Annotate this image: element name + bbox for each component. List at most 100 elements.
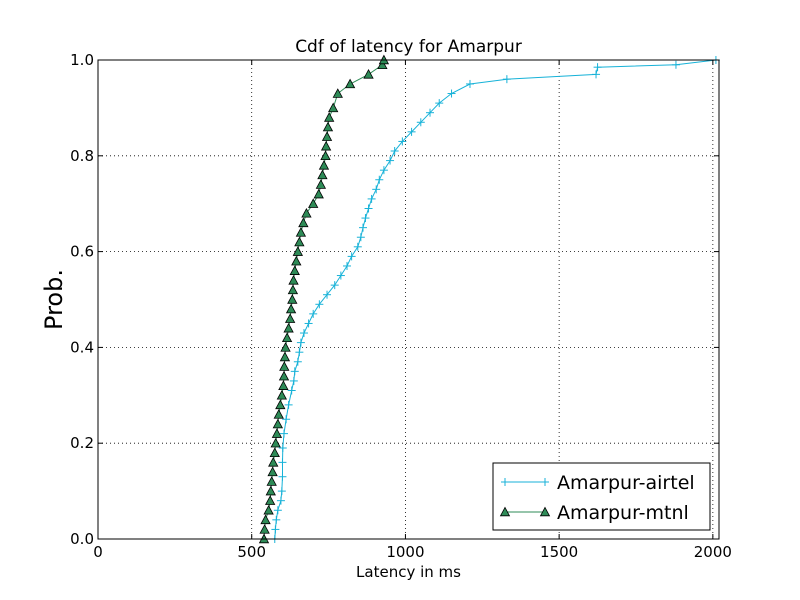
data-point — [298, 217, 309, 228]
data-point — [278, 370, 290, 381]
data-point — [309, 309, 318, 318]
series-layer — [258, 54, 720, 544]
data-point — [290, 367, 299, 376]
data-point — [279, 429, 288, 438]
data-point — [278, 458, 287, 467]
data-point — [593, 63, 602, 72]
y-tick-label: 0.8 — [70, 147, 94, 165]
data-point — [318, 160, 330, 170]
y-tick-label: 0.2 — [70, 434, 94, 452]
data-point — [313, 188, 324, 199]
data-point — [320, 150, 331, 161]
data-point — [322, 121, 334, 132]
data-point — [328, 102, 339, 113]
data-point — [416, 118, 425, 127]
data-point — [259, 524, 270, 534]
legend-entry: Amarpur-mtnl — [499, 502, 689, 524]
data-point — [295, 227, 307, 237]
data-point — [276, 496, 285, 505]
data-point — [304, 319, 313, 328]
data-point — [356, 233, 365, 242]
data-point — [282, 415, 291, 424]
x-tick-label: 2000 — [694, 543, 732, 561]
data-point — [272, 418, 284, 429]
data-point — [287, 386, 296, 395]
data-point — [299, 329, 308, 338]
legend-marker — [541, 478, 549, 486]
data-point — [344, 78, 356, 89]
data-point — [332, 88, 343, 98]
data-point — [330, 281, 339, 290]
data-point — [284, 313, 296, 323]
data-point — [296, 338, 305, 347]
data-point — [278, 443, 287, 452]
legend-label: Amarpur-mtnl — [557, 502, 689, 524]
data-point — [361, 214, 370, 223]
data-point — [447, 89, 456, 98]
data-point — [301, 207, 312, 218]
legend-entry: Amarpur-airtel — [501, 472, 695, 494]
data-point — [288, 274, 299, 285]
axis-ticks: 0 500 1000 1500 2000 0.0 0.2 0.4 0.6 0.8 1.0 — [70, 51, 732, 561]
data-point — [336, 271, 345, 280]
series-amarpur-mtnl — [258, 54, 390, 544]
data-point — [291, 255, 302, 266]
data-point — [390, 147, 399, 156]
data-point — [273, 506, 282, 515]
x-tick-label: 1000 — [386, 543, 424, 561]
data-point — [270, 437, 281, 448]
chart-title: Cdf of latency for Amarpur — [295, 37, 522, 57]
data-point — [426, 108, 435, 117]
y-tick-label: 0.6 — [70, 243, 94, 261]
data-point — [287, 284, 299, 295]
data-point — [315, 179, 327, 189]
data-point — [263, 504, 274, 515]
legend-box — [492, 462, 711, 531]
x-tick-label: 1500 — [540, 543, 578, 561]
data-point — [323, 290, 332, 299]
data-point — [295, 348, 304, 357]
data-point — [324, 112, 335, 122]
data-point — [320, 140, 332, 151]
data-point — [278, 380, 289, 390]
data-point — [377, 59, 388, 70]
data-point — [363, 69, 374, 79]
data-point — [266, 476, 277, 486]
data-point — [407, 127, 416, 136]
plot-area: 0 500 1000 1500 2000 0.0 0.2 0.4 0.6 0.8 1.0 — [70, 51, 732, 561]
data-point — [275, 399, 286, 410]
legend-entries: Amarpur-airtel Amarpur-mtnl — [499, 472, 695, 524]
x-tick-label: 0 — [93, 543, 103, 561]
data-point — [502, 75, 511, 84]
data-point — [260, 514, 271, 525]
data-point — [289, 265, 300, 275]
data-point — [279, 351, 291, 362]
data-point — [289, 376, 298, 385]
legend: Amarpur-airtel Amarpur-mtnl — [492, 462, 711, 531]
legend-marker — [539, 506, 551, 517]
x-tick-label: 500 — [237, 543, 266, 561]
y-tick-label: 1.0 — [70, 51, 94, 69]
data-point — [353, 242, 362, 251]
data-point — [398, 137, 407, 146]
data-point — [271, 428, 283, 438]
data-point — [592, 70, 601, 79]
data-point — [293, 357, 302, 366]
data-point — [272, 515, 281, 524]
data-point — [321, 131, 333, 141]
data-point — [276, 389, 288, 400]
axes-frame — [97, 59, 720, 540]
data-point — [269, 447, 280, 458]
data-point — [287, 294, 298, 304]
data-point — [281, 332, 293, 343]
data-point — [317, 169, 328, 180]
data-point — [280, 342, 291, 352]
data-point — [465, 79, 474, 88]
data-point — [343, 261, 352, 270]
data-point — [308, 198, 319, 208]
data-point — [294, 236, 305, 247]
y-tick-label: 0.0 — [70, 530, 94, 548]
data-point — [386, 156, 395, 165]
data-point — [273, 409, 284, 419]
